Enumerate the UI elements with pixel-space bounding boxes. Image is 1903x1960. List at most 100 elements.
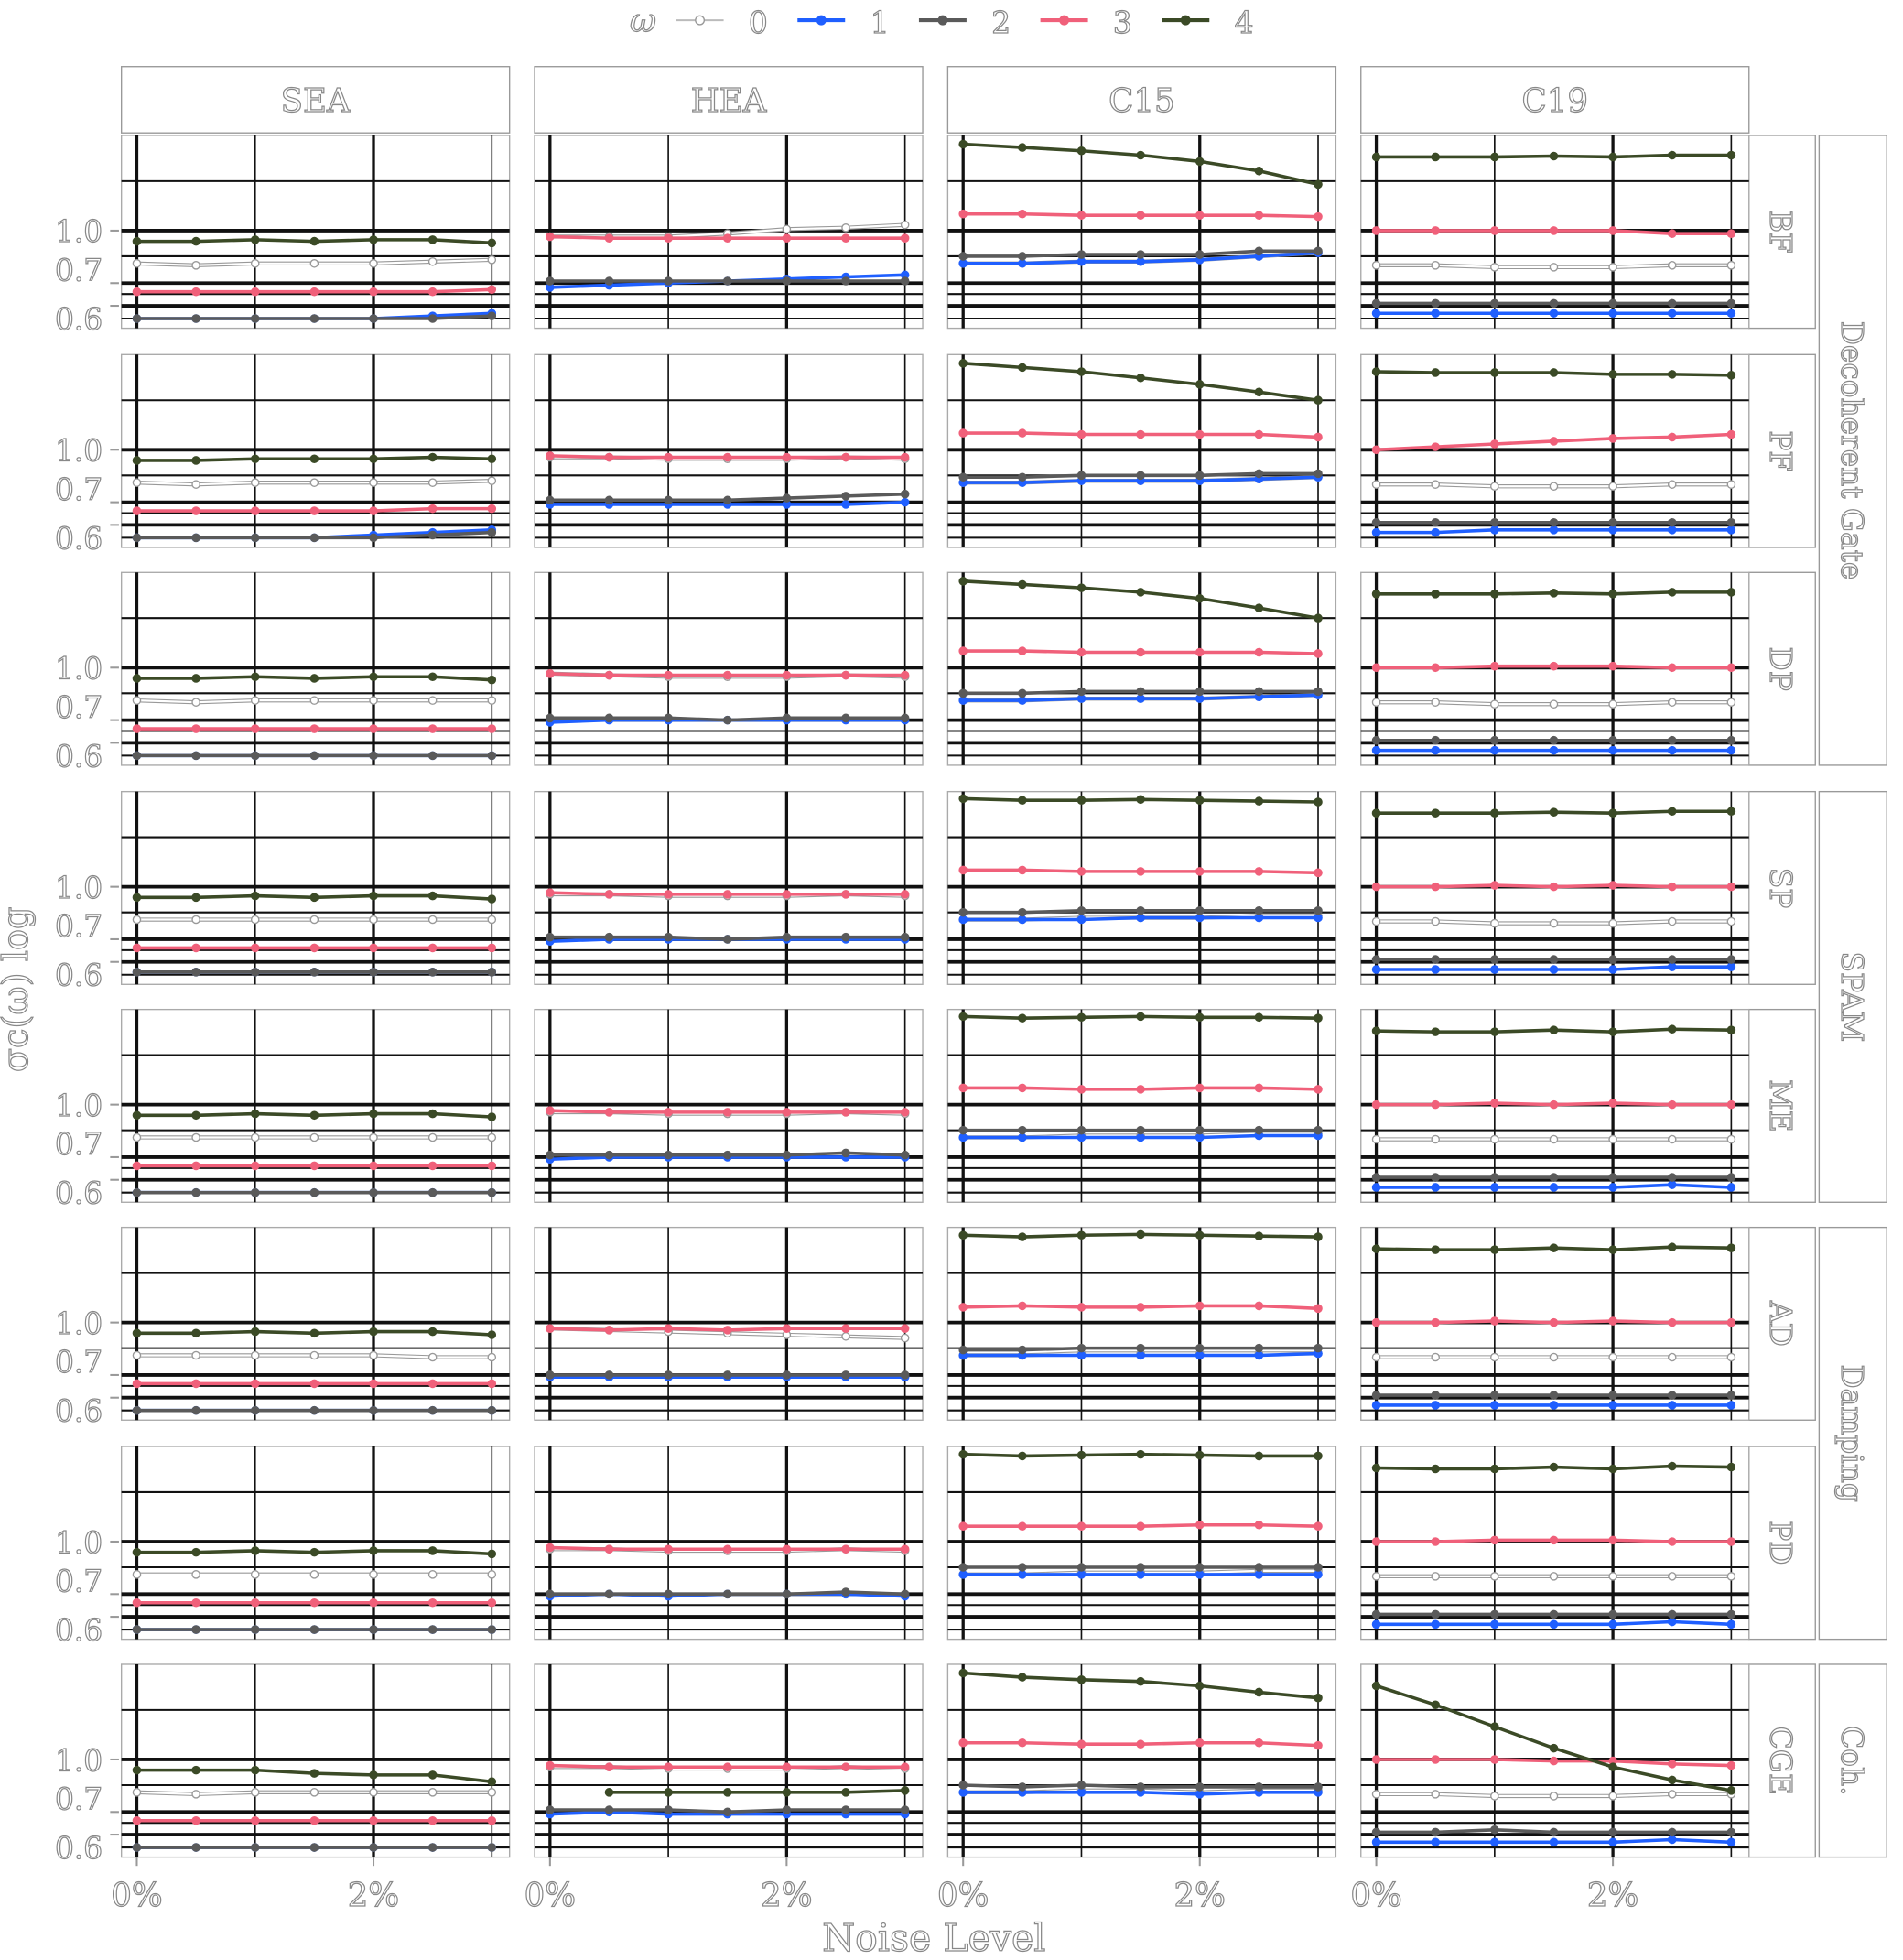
series-3-point (1726, 1317, 1736, 1327)
series-3-point (841, 233, 850, 243)
series-2-point (1254, 246, 1264, 256)
panel-PF-C19 (1360, 353, 1750, 548)
series-0-point (1490, 1352, 1499, 1362)
series-2-point (1431, 298, 1440, 309)
series-0-point (191, 1570, 200, 1579)
series-1-point (1076, 1132, 1087, 1142)
series-4-point (369, 1109, 378, 1119)
series-2-point (487, 968, 497, 977)
panel-DP-C19 (1360, 571, 1750, 766)
series-3-point (1431, 1537, 1440, 1546)
series-0-point (1371, 1134, 1381, 1144)
series-4-point (1195, 380, 1205, 389)
series-2-point (1254, 1782, 1264, 1792)
series-0-point (132, 259, 142, 268)
series-3-point (722, 1544, 732, 1554)
series-4-point (1018, 363, 1027, 373)
series-2-point (1726, 298, 1736, 309)
series-2-point (604, 1370, 614, 1380)
series-3-point (722, 890, 732, 899)
series-4-point (1371, 367, 1381, 376)
series-2-point (487, 1843, 497, 1852)
series-0-point (1431, 1790, 1440, 1799)
series-3-point (369, 1379, 378, 1389)
series-3-point (487, 1815, 497, 1825)
series-2-point (1195, 471, 1205, 481)
series-4-point (250, 454, 260, 464)
series-3-point (487, 285, 497, 295)
series-2-point (1254, 905, 1264, 915)
series-2-point (958, 1125, 968, 1135)
panel-PF-HEA (534, 353, 924, 548)
row-group-label: SPAM (1834, 952, 1869, 1043)
series-3-point (1254, 1738, 1264, 1748)
row-group-strip (1818, 1663, 1887, 1858)
y-tick-label: 0.7 (55, 909, 103, 944)
series-2-point (841, 1370, 850, 1380)
series-3-point (664, 1544, 673, 1554)
series-2-point (1667, 735, 1677, 745)
series-0-point (487, 915, 497, 925)
series-2-point (1726, 955, 1736, 964)
series-2-point (1076, 1781, 1087, 1790)
series-2-point (250, 1625, 260, 1634)
series-1-point (1076, 1788, 1087, 1797)
series-4-point (191, 1328, 200, 1338)
series-2-point (546, 276, 555, 286)
series-1-point (1371, 1401, 1381, 1410)
series-4-point (1667, 1024, 1677, 1034)
panel-AD-HEA (534, 1226, 924, 1421)
series-3-point (1195, 1083, 1205, 1093)
series-4-point (664, 1788, 673, 1797)
series-0-point (487, 1352, 497, 1362)
series-0-point (1371, 1572, 1381, 1581)
series-0-point (1549, 918, 1559, 928)
series-0-point (1431, 698, 1440, 707)
series-2-point (191, 751, 200, 761)
series-0-point (369, 915, 378, 925)
series-0-point (1726, 261, 1736, 270)
series-0-point (250, 1350, 260, 1360)
series-3-point (1608, 661, 1617, 671)
series-3-point (1549, 1317, 1559, 1327)
series-2-point (546, 932, 555, 942)
series-2-point (841, 1805, 850, 1814)
series-0-point (1667, 1352, 1677, 1362)
series-2-point (1018, 1125, 1027, 1135)
series-2-point (250, 751, 260, 761)
series-1-point (1314, 913, 1323, 923)
series-0-point (309, 1132, 319, 1142)
series-4-point (487, 238, 497, 248)
series-1-point (1726, 962, 1736, 971)
series-3-point (1490, 226, 1499, 235)
series-2-point (1549, 1173, 1559, 1182)
series-4-point (250, 891, 260, 901)
row-group-label: Decoherent Gate (1834, 321, 1869, 580)
series-4-point (427, 1109, 438, 1119)
series-2-point (309, 533, 319, 543)
series-0-point (487, 1788, 497, 1797)
series-4-point (1136, 1676, 1145, 1686)
series-4-point (309, 893, 319, 903)
series-3-point (1549, 882, 1559, 892)
series-4-point (487, 454, 497, 464)
series-3-point (1254, 647, 1264, 657)
series-3-point (546, 451, 555, 460)
y-tick-label: 1.0 (55, 652, 103, 687)
series-3-point (1726, 429, 1736, 439)
series-2-point (132, 1843, 142, 1852)
series-1-point (1076, 257, 1087, 266)
series-2-point (604, 495, 614, 505)
series-0-point (487, 476, 497, 485)
x-tick-label: 2% (1587, 1877, 1638, 1914)
series-2-point (722, 715, 732, 725)
panel-SP-SEA: 1.0 0.7 0.6 (54, 790, 511, 993)
series-2-point (1608, 1609, 1617, 1619)
y-tick-label: 0.7 (55, 1565, 103, 1599)
series-0-point (369, 696, 378, 705)
series-3-point (1490, 1316, 1499, 1326)
series-4-point (1136, 150, 1145, 160)
series-3-point (487, 1379, 497, 1389)
series-2-point (1136, 905, 1145, 915)
series-1-point (1431, 965, 1440, 974)
